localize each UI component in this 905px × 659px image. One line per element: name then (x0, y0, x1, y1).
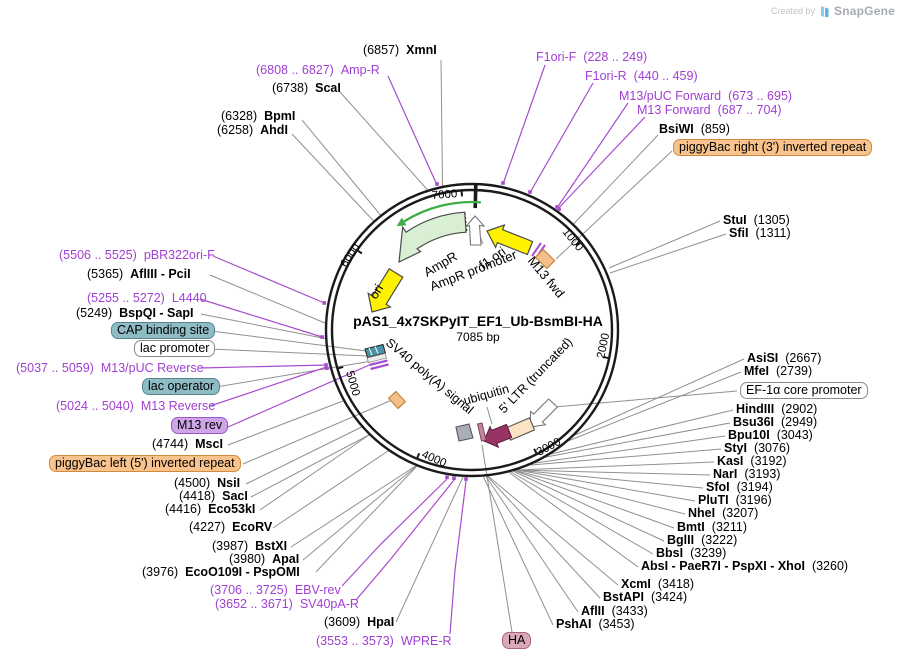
enzyme-label-hpai[interactable]: (3609) HpaI (324, 615, 395, 629)
feature-ori-arrow[interactable] (367, 267, 404, 313)
callout-lines-purple (199, 64, 646, 635)
callout-lines-gray (200, 59, 745, 633)
enzyme-label-ahdi[interactable]: (6258) AhdI (217, 123, 288, 137)
primer-label-l4440[interactable]: (5255 .. 5272) L4440 (87, 291, 207, 305)
enzyme-label-kasi[interactable]: KasI (3192) (717, 454, 787, 468)
primer-label-f1ori-r[interactable]: F1ori-R (440 .. 459) (585, 69, 698, 83)
svg-text:2000: 2000 (595, 332, 612, 360)
enzyme-label-sfoi[interactable]: SfoI (3194) (706, 480, 773, 494)
primer-label-ebv-rev[interactable]: (3706 .. 3725) EBV-rev (210, 583, 341, 597)
plasmid-size: 7085 bp (456, 330, 500, 344)
plasmid-ring-inner (330, 188, 614, 472)
primer-label-m13-forward[interactable]: M13 Forward (687 .. 704) (637, 103, 782, 117)
feature-label-ha[interactable]: HA (502, 632, 532, 649)
enzyme-label-hindiii[interactable]: HindIII (2902) (736, 402, 818, 416)
enzyme-label-nari[interactable]: NarI (3193) (713, 467, 781, 481)
primer-label-f1ori-f[interactable]: F1ori-F (228 .. 249) (536, 50, 648, 64)
feature-piggybac-right-box[interactable] (534, 248, 556, 270)
enzyme-label-bmti[interactable]: BmtI (3211) (677, 520, 747, 534)
plasmid-ring-outer (324, 182, 620, 478)
feature-label-piggybac-right[interactable]: piggyBac right (3') inverted repeat (673, 139, 873, 156)
enzyme-label-bpmi[interactable]: (6328) BpmI (221, 109, 296, 123)
enzyme-label-pluti[interactable]: PluTI (3196) (698, 493, 772, 507)
enzyme-label-mfei[interactable]: MfeI (2739) (744, 364, 813, 378)
feature-lac-cluster[interactable] (364, 343, 389, 371)
enzyme-label-saci[interactable]: (4418) SacI (179, 489, 248, 503)
primer-label-pbr322ori-f[interactable]: (5506 .. 5525) pBR322ori-F (59, 248, 215, 262)
primer-label-wpre-r[interactable]: (3553 .. 3573) WPRE-R (316, 634, 452, 648)
created-by-text: Created by (771, 6, 816, 16)
svg-text:1000: 1000 (560, 226, 585, 253)
feature-sv40-polya-box[interactable] (455, 423, 474, 442)
enzyme-label-bspqi-sapi[interactable]: (5249) BspQI - SapI (76, 306, 194, 320)
feature-label-piggybac-left[interactable]: piggyBac left (5') inverted repeat (49, 455, 241, 472)
enzyme-label-msci[interactable]: (4744) MscI (152, 437, 223, 451)
feature-ampr-arrow[interactable] (398, 211, 467, 264)
primer-label-amp-r[interactable]: (6808 .. 6827) Amp-R (256, 63, 380, 77)
feature-label-m13-rev[interactable]: M13 rev (171, 417, 229, 434)
tick-marks (337, 184, 610, 460)
feature-piggybac-left-box[interactable] (387, 390, 407, 410)
enzyme-label-nhei[interactable]: NheI (3207) (688, 506, 759, 520)
enzyme-label-eco53ki[interactable]: (4416) Eco53kI (165, 502, 256, 516)
feature-ef1a-promoter-arrow[interactable] (529, 398, 559, 428)
enzyme-label-bsu36i[interactable]: Bsu36I (2949) (733, 415, 818, 429)
primer-label-m13-puc-forward[interactable]: M13/pUC Forward (673 .. 695) (619, 89, 793, 103)
enzyme-label-styi[interactable]: StyI (3076) (724, 441, 791, 455)
enzyme-label-pshai[interactable]: PshAI (3453) (556, 617, 635, 631)
snapgene-branding: Created by SnapGene (771, 4, 895, 18)
ampr-direction-arc (403, 200, 481, 223)
primer-label-m13-puc-reverse[interactable]: (5037 .. 5059) M13/pUC Reverse (16, 361, 204, 375)
feature-ha-bar[interactable] (476, 422, 487, 442)
plasmid-name: pAS1_4x7SKPyIT_EF1_Ub-BsmBI-HA (353, 313, 603, 329)
feature-label-ef1a-core-promoter[interactable]: EF-1α core promoter (740, 382, 868, 399)
enzyme-label-sfii[interactable]: SfiI (1311) (729, 226, 791, 240)
enzyme-label-nsii[interactable]: (4500) NsiI (174, 476, 241, 490)
feature-label-cap-binding-site[interactable]: CAP binding site (111, 322, 216, 339)
enzyme-label-bstxi[interactable]: (3987) BstXI (212, 539, 288, 553)
snapgene-brand-text: SnapGene (834, 4, 895, 18)
enzyme-label-bglii[interactable]: BglII (3222) (667, 533, 738, 547)
enzyme-label-ecorv[interactable]: (4227) EcoRV (189, 520, 273, 534)
feature-ampr-promoter-arrow[interactable] (465, 215, 486, 246)
enzyme-label-bbsi[interactable]: BbsI (3239) (656, 546, 727, 560)
ltr-label: 5' LTR (truncated) (496, 335, 575, 416)
svg-text:4000: 4000 (420, 449, 448, 470)
enzyme-label-ecoo109i[interactable]: (3976) EcoO109I - PspOMI (142, 565, 300, 579)
primer-site-markers (320, 181, 561, 481)
enzyme-label-bsiwi[interactable]: BsiWI (859) (659, 122, 730, 136)
feature-label-lac-operator[interactable]: lac operator (142, 378, 221, 395)
ampr-tail-dashed-edge (464, 212, 468, 233)
enzyme-label-bstapi[interactable]: BstAPI (3424) (603, 590, 688, 604)
enzyme-label-stui[interactable]: StuI (1305) (723, 213, 790, 227)
feature-label-lac-promoter[interactable]: lac promoter (134, 340, 216, 357)
enzyme-label-xcmi[interactable]: XcmI (3418) (621, 577, 695, 591)
svg-text:7000: 7000 (431, 188, 457, 202)
enzyme-label-apai[interactable]: (3980) ApaI (229, 552, 300, 566)
ampr-direction-arrowhead-icon (396, 217, 407, 227)
enzyme-label-afliii-pcii[interactable]: (5365) AflIII - PciI (87, 267, 191, 281)
enzyme-label-xmni[interactable]: (6857) XmnI (363, 43, 437, 57)
primer-label-m13-reverse[interactable]: (5024 .. 5040) M13 Reverse (56, 399, 216, 413)
enzyme-label-bpu10i[interactable]: Bpu10I (3043) (728, 428, 813, 442)
enzyme-label-absi-group[interactable]: AbsI - PaeR7I - PspXI - XhoI (3260) (641, 559, 849, 573)
enzyme-label-aflii[interactable]: AflII (3433) (581, 604, 648, 618)
ori-label: ori (366, 281, 386, 301)
feature-f1-ori-arrow[interactable] (486, 224, 534, 256)
primer-label-sv40pa-r[interactable]: (3652 .. 3671) SV40pA-R (215, 597, 359, 611)
snapgene-logo-icon (821, 5, 829, 17)
feature-ubiquitin-arrow[interactable] (483, 423, 513, 449)
enzyme-label-scai[interactable]: (6738) ScaI (272, 81, 341, 95)
enzyme-label-asisi[interactable]: AsiSI (2667) (747, 351, 822, 365)
